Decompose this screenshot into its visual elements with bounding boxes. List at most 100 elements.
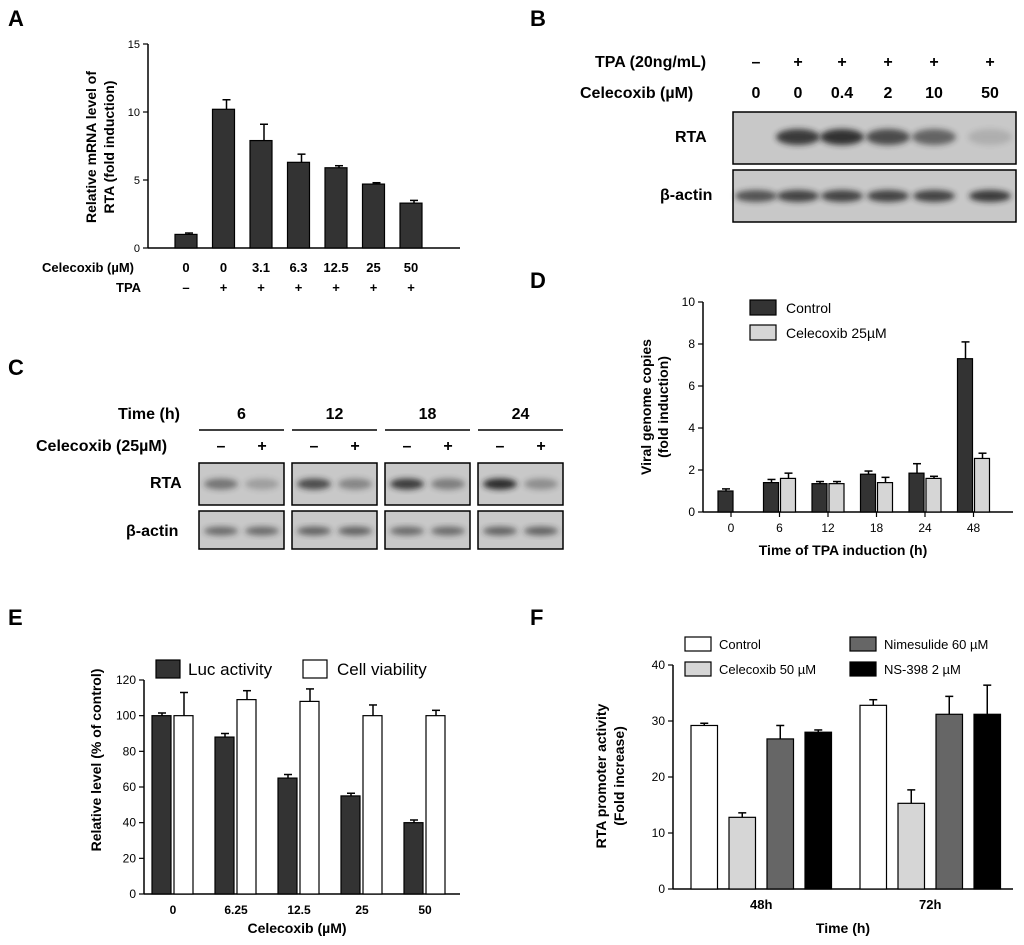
chart-e-xtick-label: 50: [418, 903, 432, 917]
blot-b-celecoxib-dose: 10: [925, 85, 943, 102]
chart-f-bar: [804, 731, 833, 890]
chart-a-celecoxib-dose: 50: [404, 260, 418, 275]
blot-c-time-value: 6: [237, 406, 246, 423]
blot-c-rta-band: [204, 478, 238, 490]
chart-d-ytick-label: 8: [688, 337, 695, 351]
chart-d-xtick-label: 6: [776, 521, 783, 535]
blot-b-tpa-label: TPA (20ng/mL): [595, 54, 706, 71]
blot-c-rta-band: [431, 478, 465, 490]
chart-d-ytick-label: 6: [688, 379, 695, 393]
chart-a-ylabel-line1: Relative mRNA level of: [83, 71, 99, 223]
blot-b-actin-band: [821, 190, 863, 202]
chart-f-legend-swatch: [684, 636, 712, 652]
chart-a-ytick-label: 0: [134, 243, 140, 255]
chart-f-ytick-label: 20: [652, 770, 666, 784]
blot-b-celecoxib-dose: 2: [884, 85, 893, 102]
chart-f-ytick-label: 0: [658, 882, 665, 896]
chart-a-ylabel-line2: RTA (fold induction): [101, 81, 117, 214]
blot-c-time-value: 12: [326, 406, 344, 423]
chart-e-ytick-label: 80: [123, 744, 137, 758]
chart-a: Relative mRNA level of RTA (fold inducti…: [42, 39, 460, 295]
chart-a-celecoxib-dose: 12.5: [323, 260, 348, 275]
blot-b-tpa-sign: +: [985, 54, 994, 71]
chart-d-xtick-label: 18: [870, 521, 884, 535]
chart-f-bar: [859, 704, 888, 890]
chart-f-ytick-label: 40: [652, 658, 666, 672]
chart-d-ylabel-line1: Viral genome copies: [638, 339, 654, 475]
chart-d-bar-control: [811, 483, 828, 513]
chart-d-legend-label-celecoxib: Celecoxib 25µM: [786, 325, 887, 341]
chart-a-celecoxib-dose: 0: [182, 260, 189, 275]
chart-a-bar: [286, 161, 311, 249]
chart-a-ytick-label: 10: [128, 107, 140, 119]
chart-e-ytick-label: 0: [129, 887, 136, 901]
chart-a-tpa-sign: –: [182, 280, 189, 295]
chart-e-xtick-label: 0: [170, 903, 177, 917]
chart-f-xlabel: Time (h): [816, 920, 870, 936]
blot-b-rta-band: [912, 129, 956, 145]
blot-c-actin-band: [431, 526, 465, 536]
chart-d-ytick-label: 0: [688, 505, 695, 519]
blot-c-time-value: 24: [512, 406, 530, 423]
blot-b-celecoxib-dose: 50: [981, 85, 999, 102]
chart-e-xtick-label: 6.25: [224, 903, 248, 917]
chart-d-ytick-label: 10: [682, 295, 696, 309]
blot-c-rta-label: RTA: [150, 475, 182, 492]
chart-a-tpa-sign: +: [407, 280, 415, 295]
blot-b-celecoxib-dose: 0: [752, 85, 761, 102]
chart-e-ylabel: Relative level (% of control): [88, 669, 104, 852]
chart-e-bar-viability: [425, 715, 446, 895]
blot-b-rta-label: RTA: [675, 129, 707, 146]
chart-e-bar-viability: [173, 715, 194, 895]
chart-d-bar-control: [762, 482, 780, 513]
chart-d-legend-label-control: Control: [786, 300, 831, 316]
chart-f-ylabel-line1: RTA promoter activity: [593, 703, 609, 848]
blot-c-sign: –: [496, 438, 505, 455]
chart-f-bar: [935, 713, 964, 890]
chart-d-bar-control: [859, 473, 877, 513]
chart-d-xtick-label: 48: [967, 521, 981, 535]
blot-b-actin-band: [913, 190, 955, 202]
chart-f-legend-label: Nimesulide 60 µM: [884, 637, 988, 652]
blot-c-actin-band: [204, 526, 238, 536]
blot-c-sign: +: [536, 438, 545, 455]
chart-d-bar-celecoxib: [876, 482, 894, 513]
chart-a-tpa-sign: +: [220, 280, 228, 295]
chart-a-celecoxib-dose: 0: [220, 260, 227, 275]
chart-e-ytick-label: 60: [123, 780, 137, 794]
chart-d-xtick-label: 0: [728, 521, 735, 535]
chart-f-ytick-label: 30: [652, 714, 666, 728]
chart-f-xtick-label: 72h: [919, 897, 941, 912]
chart-d-bar-control: [956, 358, 974, 513]
chart-e-bar-luc: [214, 736, 235, 895]
chart-f-ytick-label: 10: [652, 826, 666, 840]
blot-b-celecoxib-dose: 0: [794, 85, 803, 102]
chart-f-bar: [973, 713, 1002, 890]
chart-d-bar-celecoxib: [973, 457, 991, 513]
chart-a-bar: [324, 167, 348, 249]
chart-e-legend-swatch-viability: [302, 659, 328, 679]
chart-e-bar-luc: [277, 777, 298, 895]
chart-e-bar-luc: [151, 715, 172, 895]
chart-e-ytick-label: 100: [116, 709, 136, 723]
chart-a-celecoxib-dose: 3.1: [252, 260, 270, 275]
chart-e-bar-viability: [299, 700, 320, 895]
chart-d-legend-swatch-control: [749, 299, 777, 316]
blot-c-rta-band: [338, 478, 372, 490]
chart-f-ylabel-line2: (Fold increase): [611, 726, 627, 826]
chart-e-bar-viability: [236, 699, 257, 895]
chart-d-xlabel: Time of TPA induction (h): [759, 542, 928, 558]
chart-d-bar-control: [717, 490, 734, 513]
chart-f: RTA promoter activity (Fold increase) Ti…: [593, 636, 1013, 936]
blot-b-actin-band: [867, 190, 909, 202]
blot-c-actin-band: [297, 526, 331, 536]
chart-e-legend-label-viability: Cell viability: [337, 660, 427, 679]
chart-a-bar: [249, 139, 273, 249]
blot-b-tpa-sign: –: [752, 54, 761, 71]
blot-c-sign: –: [403, 438, 412, 455]
western-blot-b: TPA (20ng/mL) Celecoxib (µM) RTA β-actin…: [580, 54, 1017, 223]
blot-b-tpa-sign: +: [837, 54, 846, 71]
chart-f-bar: [728, 816, 757, 890]
chart-d-legend-swatch-celecoxib: [749, 324, 777, 341]
